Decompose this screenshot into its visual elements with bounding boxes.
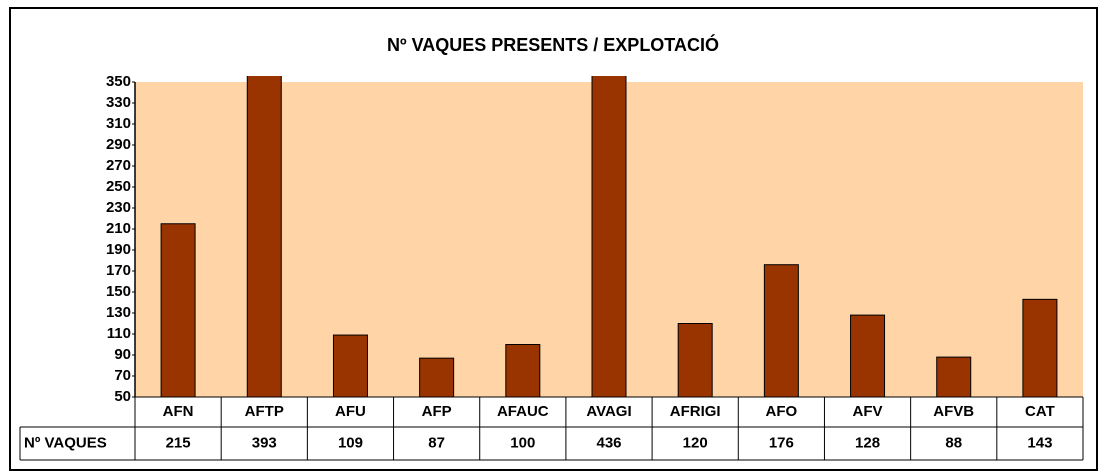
x-tick-label: AFN (163, 403, 194, 420)
y-tick-label: 50 (114, 388, 131, 405)
y-tick-label: 350 (106, 73, 131, 90)
table-value: 120 (683, 434, 708, 451)
table-value: 436 (596, 434, 621, 451)
table-value: 109 (338, 434, 363, 451)
x-tick-label: AFRIGI (670, 403, 721, 420)
table-value: 143 (1027, 434, 1052, 451)
chart-title: Nº VAQUES PRESENTS / EXPLOTACIÓ (387, 34, 719, 55)
y-tick-label: 290 (106, 136, 131, 153)
y-tick-label: 330 (106, 94, 131, 111)
y-tick-label: 230 (106, 199, 131, 216)
bar (332, 334, 368, 397)
y-tick-label: 190 (106, 241, 131, 258)
table-value: 128 (855, 434, 880, 451)
x-tick-label: AFAUC (497, 403, 549, 420)
x-tick-label: AFV (853, 403, 883, 420)
y-tick-label: 270 (106, 157, 131, 174)
x-tick-label: AFTP (245, 403, 284, 420)
y-tick-label: 70 (114, 367, 131, 384)
bars (160, 76, 1058, 397)
y-tick-label: 130 (106, 304, 131, 321)
table-value: 88 (945, 434, 962, 451)
table-value: 393 (252, 434, 277, 451)
y-tick-label: 310 (106, 115, 131, 132)
y-tick-label: 170 (106, 262, 131, 279)
bar (763, 264, 799, 397)
y-tick-label: 150 (106, 283, 131, 300)
series-name: Nº VAQUES (24, 434, 107, 451)
bar (246, 76, 282, 397)
x-tick-label: AFP (422, 403, 452, 420)
x-tick-label: AVAGI (586, 403, 631, 420)
table-value: 100 (510, 434, 535, 451)
bar (850, 314, 886, 397)
bar (505, 344, 541, 397)
x-tick-label: AFVB (933, 403, 974, 420)
x-tick-label: AFO (766, 403, 798, 420)
y-tick-label: 90 (114, 346, 131, 363)
y-tick-label: 210 (106, 220, 131, 237)
table-value: 215 (166, 434, 191, 451)
y-tick-label: 250 (106, 178, 131, 195)
bar (160, 223, 196, 397)
bar (1022, 298, 1058, 397)
bar (591, 76, 627, 397)
table-value: 87 (428, 434, 445, 451)
x-tick-label: CAT (1025, 403, 1055, 420)
y-tick-label: 110 (107, 325, 131, 342)
x-tick-label: AFU (335, 403, 366, 420)
bar (677, 323, 713, 397)
table-value: 176 (769, 434, 794, 451)
bar (936, 356, 972, 397)
bar (419, 357, 455, 397)
